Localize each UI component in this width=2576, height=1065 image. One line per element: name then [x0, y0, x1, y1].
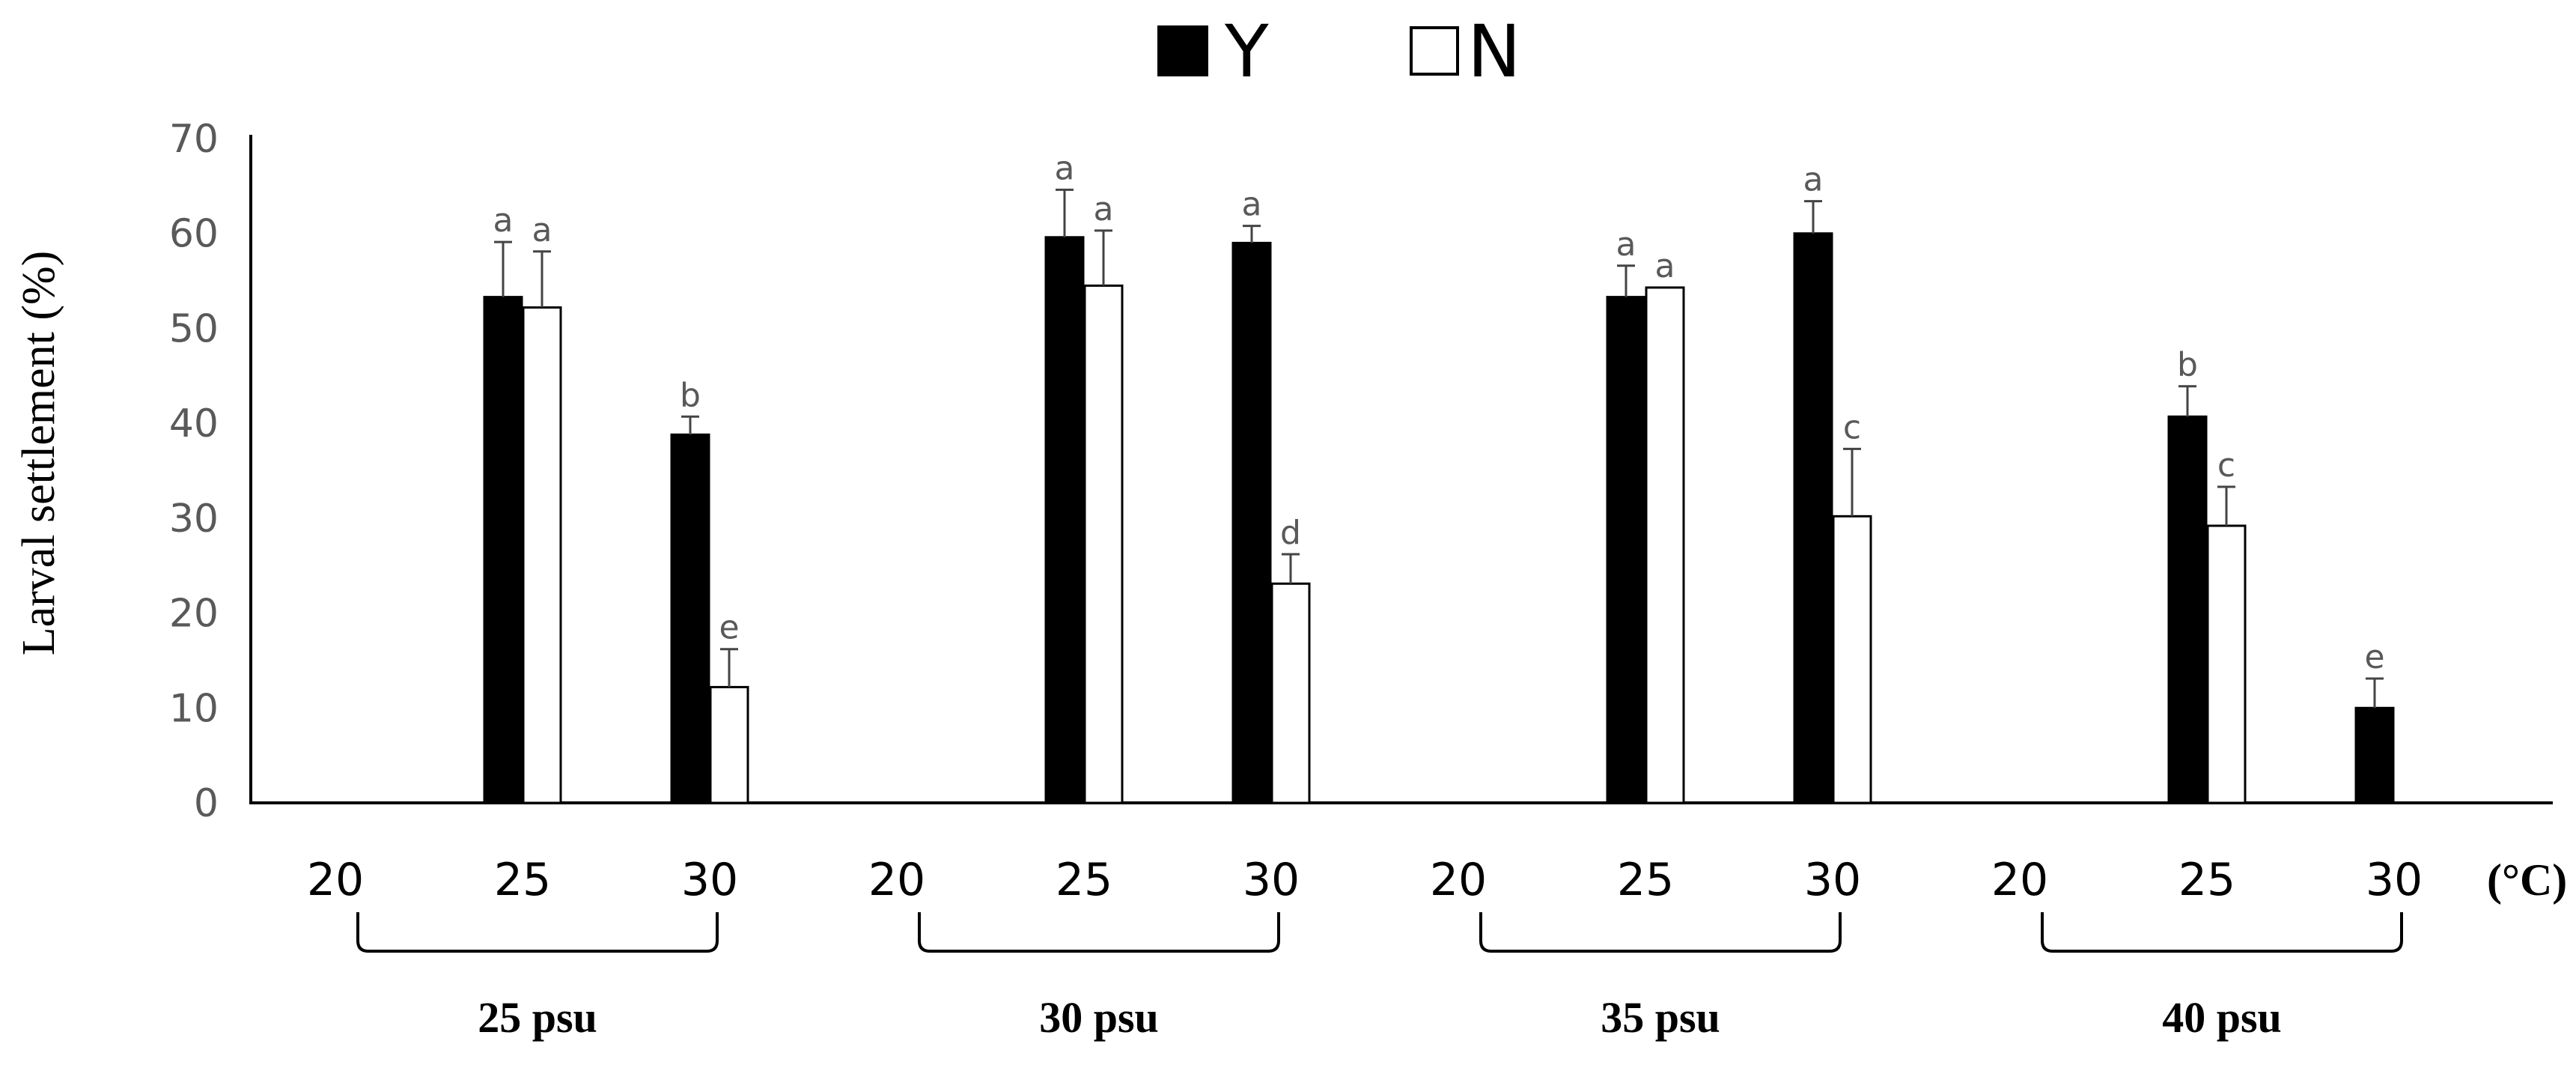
legend-swatch-n — [1410, 26, 1459, 76]
error-bars — [494, 188, 2384, 709]
group-label: 40 psu — [2162, 993, 2282, 1042]
significance-letter: a — [1655, 247, 1675, 285]
y-tick-label: 50 — [169, 306, 219, 351]
bar-n — [2206, 524, 2247, 804]
category-labels: 20 25 30 20 25 30 20 25 30 20 25 30 — [307, 854, 2423, 906]
y-tick-label: 70 — [169, 117, 219, 162]
legend: Y N — [1157, 10, 1521, 94]
category-label: 25 — [2178, 854, 2235, 906]
bar-y — [2354, 706, 2395, 804]
bar-n — [1645, 286, 1685, 804]
group-label: 35 psu — [1601, 993, 1720, 1042]
significance-letter: a — [1242, 186, 1262, 224]
category-label: 25 — [494, 854, 551, 906]
y-tick-label: 60 — [169, 212, 219, 257]
significance-letter: a — [493, 201, 514, 240]
y-tick-label: 20 — [169, 592, 219, 637]
group-bracket — [918, 912, 1280, 953]
category-label: 30 — [1243, 854, 1300, 906]
bar-y — [1231, 241, 1272, 804]
bars — [483, 232, 2395, 804]
bar-y — [2167, 415, 2208, 804]
significance-letter: b — [680, 376, 701, 414]
group-brackets — [356, 912, 2403, 953]
significance-letter: c — [2217, 446, 2235, 485]
legend-swatch-y — [1157, 25, 1208, 76]
bar-y — [483, 296, 523, 804]
category-label: 30 — [2366, 854, 2423, 906]
significance-letter: e — [719, 609, 739, 647]
y-ticks: 0 10 20 30 40 50 60 70 — [169, 117, 219, 826]
significance-letter: a — [1094, 190, 1114, 228]
significance-letter: b — [2177, 346, 2198, 384]
group-bracket — [356, 912, 719, 953]
category-label: 20 — [868, 854, 925, 906]
significance-letter: e — [2364, 638, 2384, 676]
y-tick-label: 10 — [169, 686, 219, 731]
category-label: 20 — [1991, 854, 2048, 906]
significance-letter: a — [1616, 225, 1636, 264]
y-axis-label: Larval settlement (%) — [13, 251, 64, 656]
bar-y — [1793, 232, 1833, 804]
significance-letter: c — [1843, 408, 1861, 446]
legend-label-n: N — [1467, 10, 1521, 94]
bar-n — [1270, 582, 1311, 804]
bar-n — [1832, 515, 1872, 804]
significance-letter: a — [1803, 161, 1824, 199]
bar-n — [709, 685, 749, 804]
category-label: 25 — [1617, 854, 1674, 906]
bar-n — [522, 306, 562, 804]
category-label: 30 — [1804, 854, 1861, 906]
y-tick-label: 30 — [169, 497, 219, 541]
category-label: 20 — [1430, 854, 1487, 906]
y-tick-label: 0 — [194, 781, 219, 826]
legend-label-y: Y — [1224, 10, 1269, 94]
bar-y — [670, 433, 710, 804]
group-label: 25 psu — [478, 993, 597, 1042]
group-bracket — [2041, 912, 2403, 953]
bar-y — [1044, 236, 1085, 804]
bar-y — [1606, 296, 1646, 804]
category-label: 25 — [1056, 854, 1112, 906]
category-label: 30 — [681, 854, 738, 906]
group-labels: 25 psu 30 psu 35 psu 40 psu — [478, 993, 2282, 1042]
category-label: 20 — [307, 854, 364, 906]
y-tick-label: 40 — [169, 401, 219, 446]
group-label: 30 psu — [1039, 993, 1159, 1042]
significance-letter: d — [1280, 514, 1301, 552]
group-bracket — [1479, 912, 1842, 953]
bar-n — [1083, 284, 1124, 804]
x-axis-unit-label: (°C) — [2487, 855, 2567, 905]
significance-letter: a — [1055, 149, 1075, 187]
significance-letter: a — [532, 211, 552, 249]
